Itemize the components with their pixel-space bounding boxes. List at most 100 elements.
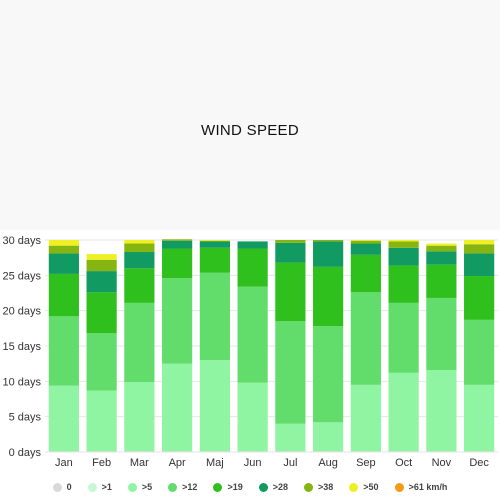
bar-segment [350, 451, 381, 452]
bar-segment [124, 240, 155, 244]
bar-segment [199, 272, 230, 361]
bar-segment [124, 302, 155, 383]
x-tick-label: Apr [169, 457, 186, 469]
bar-segment [313, 240, 344, 242]
bar-segment [124, 451, 155, 452]
legend-label: >1 [101, 482, 112, 492]
bar-segment [124, 268, 155, 303]
y-tick-label: 0 days [9, 447, 42, 459]
bar-segment [350, 240, 381, 244]
bar-segment [426, 245, 457, 252]
legend-item[interactable]: >1 [87, 482, 112, 492]
legend-label: 0 [66, 482, 72, 492]
y-tick-label: 20 days [2, 306, 41, 318]
bar-segment [237, 248, 268, 287]
bar-segment [199, 451, 230, 452]
legend-swatch [168, 482, 178, 492]
bar-segment [48, 451, 79, 452]
legend-swatch [52, 482, 62, 492]
bar-segment [313, 422, 344, 452]
legend-item[interactable]: >12 [168, 482, 197, 492]
bar-segment [275, 242, 306, 263]
legend-label: >50 [363, 482, 379, 492]
bar-segment [199, 240, 230, 241]
x-tick-label: Aug [318, 457, 338, 469]
bar-segment [162, 451, 193, 452]
bar-segment [350, 243, 381, 255]
x-tick-label: Sep [356, 457, 376, 469]
legend-item[interactable]: >50 [349, 482, 379, 492]
bar-segment [350, 384, 381, 452]
labels-layer: 0 days 5 days 10 days 15 days 20 days 25 days… [2, 235, 489, 469]
bar-segment [86, 390, 117, 452]
x-tick-label: Oct [395, 457, 412, 469]
bar-segment [313, 241, 344, 267]
legend-swatch [349, 482, 359, 492]
legend-item[interactable]: >28 [258, 482, 288, 492]
bar-segment [162, 278, 193, 364]
legend-item[interactable]: >5 [127, 482, 152, 492]
legend-swatch [127, 482, 137, 492]
bar-segment [350, 254, 381, 293]
bar-segment [388, 241, 419, 248]
y-tick-label: 5 days [9, 412, 42, 424]
bar-segment [124, 382, 155, 452]
chart-title: WIND SPEED [200, 122, 299, 139]
bars-layer [48, 239, 495, 452]
bar-segment [237, 241, 268, 249]
bar-segment [426, 370, 457, 452]
bar-segment [313, 326, 344, 423]
grid-layer [45, 239, 498, 453]
bar-segment [48, 245, 79, 254]
bar-segment [162, 239, 193, 241]
bar-segment [426, 451, 457, 452]
bar-segment [48, 240, 79, 246]
bar-segment [48, 385, 79, 452]
bar-segment [48, 273, 79, 317]
x-tick-label: Dec [469, 457, 489, 469]
bar-segment [162, 248, 193, 279]
legend-swatch [213, 482, 223, 492]
x-tick-label: Jul [283, 457, 297, 469]
bar-segment [275, 451, 306, 452]
legend-item[interactable]: >61 km/h [394, 482, 448, 492]
bar-segment [464, 240, 495, 245]
legend-item[interactable]: >19 [213, 482, 243, 492]
x-tick-label: Mar [130, 457, 149, 469]
bar-segment [275, 240, 306, 243]
bar-segment [48, 316, 79, 386]
wind-speed-chart: 0 days 5 days 10 days 15 days 20 days 25 days… [2, 235, 498, 469]
bar-segment [313, 451, 344, 452]
legend-item[interactable]: 0 [52, 482, 72, 492]
bar-segment [86, 292, 117, 334]
legend-label: >19 [227, 482, 243, 492]
legend-swatch [87, 482, 97, 492]
legend-swatch [394, 482, 404, 492]
bar-segment [199, 240, 230, 242]
bar-segment [464, 384, 495, 452]
legend-label: >38 [318, 482, 334, 492]
y-tick-label: 15 days [2, 341, 41, 353]
bar-segment [124, 243, 155, 253]
bar-segment [313, 266, 344, 327]
bar-segment [426, 243, 457, 246]
bar-segment [464, 253, 495, 277]
bar-segment [464, 319, 495, 385]
bar-segment [275, 321, 306, 424]
bar-segment [350, 240, 381, 241]
x-tick-label: Maj [206, 457, 224, 469]
bar-segment [426, 264, 457, 298]
bar-segment [86, 254, 117, 260]
bar-segment [86, 259, 117, 272]
y-tick-label: 25 days [2, 270, 41, 282]
bar-segment [199, 247, 230, 273]
bar-segment [48, 253, 79, 274]
bar-segment [388, 451, 419, 452]
bar-segment [426, 251, 457, 265]
legend-label: >61 km/h [408, 482, 448, 492]
bar-segment [86, 451, 117, 452]
bar-segment [86, 333, 117, 391]
bar-segment [199, 241, 230, 248]
legend-item[interactable]: >38 [304, 482, 333, 492]
bar-segment [388, 372, 419, 452]
